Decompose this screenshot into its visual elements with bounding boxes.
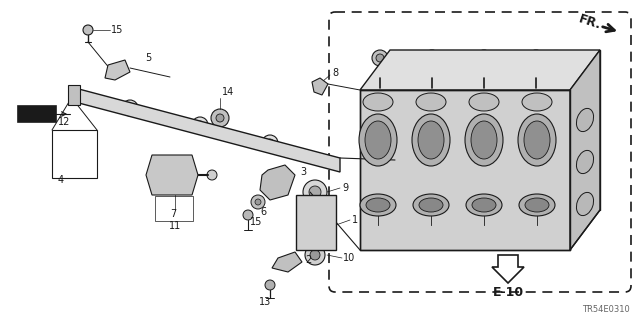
Circle shape bbox=[310, 250, 320, 260]
Circle shape bbox=[192, 117, 208, 133]
Text: 9: 9 bbox=[342, 183, 348, 193]
Ellipse shape bbox=[466, 194, 502, 216]
Circle shape bbox=[83, 25, 93, 35]
Circle shape bbox=[207, 170, 217, 180]
Circle shape bbox=[480, 54, 488, 62]
Polygon shape bbox=[75, 88, 340, 172]
Circle shape bbox=[479, 71, 489, 81]
Ellipse shape bbox=[522, 93, 552, 111]
Circle shape bbox=[216, 114, 224, 122]
Circle shape bbox=[243, 210, 253, 220]
Circle shape bbox=[309, 186, 321, 198]
Circle shape bbox=[211, 109, 229, 127]
Ellipse shape bbox=[518, 114, 556, 166]
Circle shape bbox=[463, 87, 473, 97]
Text: TR54E0310: TR54E0310 bbox=[582, 306, 630, 315]
Circle shape bbox=[376, 54, 384, 62]
Ellipse shape bbox=[471, 121, 497, 159]
Circle shape bbox=[303, 180, 327, 204]
Ellipse shape bbox=[412, 114, 450, 166]
Polygon shape bbox=[360, 90, 570, 250]
Circle shape bbox=[262, 135, 278, 151]
Ellipse shape bbox=[577, 150, 593, 174]
Text: FR.: FR. bbox=[577, 12, 603, 32]
Polygon shape bbox=[105, 60, 130, 80]
Circle shape bbox=[305, 245, 325, 265]
Ellipse shape bbox=[524, 121, 550, 159]
Circle shape bbox=[268, 173, 288, 193]
Ellipse shape bbox=[419, 198, 443, 212]
Ellipse shape bbox=[365, 121, 391, 159]
Text: 15: 15 bbox=[111, 25, 124, 35]
Ellipse shape bbox=[465, 114, 503, 166]
Circle shape bbox=[427, 71, 437, 81]
Polygon shape bbox=[570, 50, 600, 250]
Circle shape bbox=[265, 280, 275, 290]
Circle shape bbox=[126, 104, 134, 112]
Circle shape bbox=[251, 195, 265, 209]
Polygon shape bbox=[68, 85, 80, 105]
Text: 15: 15 bbox=[250, 217, 262, 227]
Circle shape bbox=[532, 54, 540, 62]
Text: 5: 5 bbox=[145, 53, 151, 63]
Polygon shape bbox=[492, 255, 524, 283]
Ellipse shape bbox=[413, 194, 449, 216]
Text: 3: 3 bbox=[300, 167, 306, 177]
Text: 13: 13 bbox=[259, 297, 271, 307]
Circle shape bbox=[273, 178, 283, 188]
Circle shape bbox=[390, 87, 400, 97]
Ellipse shape bbox=[366, 198, 390, 212]
Text: 10: 10 bbox=[343, 253, 355, 263]
Polygon shape bbox=[272, 252, 302, 272]
Circle shape bbox=[528, 50, 544, 66]
Ellipse shape bbox=[359, 114, 397, 166]
Text: 6: 6 bbox=[260, 207, 266, 217]
Text: B-4: B-4 bbox=[29, 109, 45, 118]
Text: 2: 2 bbox=[305, 255, 311, 265]
Circle shape bbox=[122, 100, 138, 116]
Ellipse shape bbox=[360, 194, 396, 216]
FancyBboxPatch shape bbox=[18, 106, 56, 122]
Circle shape bbox=[476, 50, 492, 66]
Ellipse shape bbox=[577, 192, 593, 216]
Ellipse shape bbox=[472, 198, 496, 212]
Text: 7: 7 bbox=[170, 209, 176, 219]
Ellipse shape bbox=[416, 93, 446, 111]
Polygon shape bbox=[296, 195, 336, 250]
Polygon shape bbox=[146, 155, 198, 195]
Ellipse shape bbox=[469, 93, 499, 111]
Circle shape bbox=[536, 87, 546, 97]
Text: 8: 8 bbox=[332, 68, 338, 78]
Ellipse shape bbox=[519, 194, 555, 216]
Circle shape bbox=[156, 159, 188, 191]
Circle shape bbox=[424, 50, 440, 66]
Ellipse shape bbox=[525, 198, 549, 212]
Circle shape bbox=[372, 50, 388, 66]
Circle shape bbox=[168, 171, 176, 179]
Circle shape bbox=[266, 139, 274, 147]
Ellipse shape bbox=[577, 108, 593, 132]
Polygon shape bbox=[312, 78, 328, 95]
Circle shape bbox=[531, 71, 541, 81]
Polygon shape bbox=[260, 165, 295, 200]
Circle shape bbox=[255, 199, 261, 205]
Circle shape bbox=[163, 166, 181, 184]
Text: 12: 12 bbox=[58, 117, 70, 127]
Text: 14: 14 bbox=[222, 87, 234, 97]
Circle shape bbox=[196, 121, 204, 129]
Polygon shape bbox=[360, 50, 600, 90]
Text: E-10: E-10 bbox=[492, 286, 524, 299]
Circle shape bbox=[375, 71, 385, 81]
Ellipse shape bbox=[363, 93, 393, 111]
Circle shape bbox=[428, 54, 436, 62]
Text: 1: 1 bbox=[352, 215, 358, 225]
Text: 11: 11 bbox=[169, 221, 181, 231]
Ellipse shape bbox=[418, 121, 444, 159]
Text: 4: 4 bbox=[58, 175, 64, 185]
